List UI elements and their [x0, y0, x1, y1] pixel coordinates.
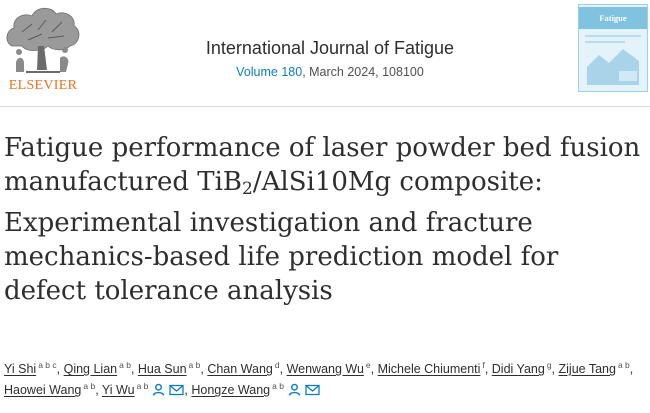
- author-item: Didi Yang g,: [491, 360, 559, 376]
- affiliation-marker[interactable]: d: [274, 360, 280, 370]
- author-name-link[interactable]: Hongze Wang: [191, 383, 271, 397]
- affiliation-marker[interactable]: a b: [136, 381, 149, 391]
- author-name-link[interactable]: Zijue Tang: [558, 362, 616, 376]
- email-icon[interactable]: [305, 382, 320, 403]
- header-divider: [0, 106, 650, 107]
- author-name-link[interactable]: Haowei Wang: [4, 383, 82, 397]
- elsevier-logo[interactable]: ELSEVIER: [2, 2, 82, 98]
- author-list: Yi Shi a b c, Qing Lian a b, Hua Sun a b, C…: [4, 359, 648, 403]
- journal-header: International Journal of Fatigue Volume …: [120, 38, 540, 79]
- affiliation-marker[interactable]: a b: [188, 360, 201, 370]
- author-name-link[interactable]: Yi Wu: [101, 383, 135, 397]
- affiliation-marker[interactable]: e: [365, 360, 371, 370]
- journal-cover-thumbnail[interactable]: Fatigue: [578, 4, 648, 92]
- volume-link[interactable]: Volume 180: [236, 65, 303, 79]
- author-item: Michele Chiumenti f,: [377, 360, 492, 376]
- publisher-wordmark: ELSEVIER: [8, 78, 78, 93]
- author-name-link[interactable]: Michele Chiumenti: [377, 362, 481, 376]
- elsevier-tree-icon: [2, 2, 82, 78]
- affiliation-marker[interactable]: a b: [272, 381, 284, 391]
- author-name-link[interactable]: Chan Wang: [207, 362, 273, 376]
- affiliation-marker[interactable]: a b: [83, 381, 96, 391]
- title-subscript: 2: [242, 179, 253, 199]
- author-item: Yi Wu a b,: [101, 381, 191, 397]
- author-item: Hua Sun a b,: [137, 360, 208, 376]
- author-profile-icon[interactable]: [288, 382, 301, 403]
- affiliation-marker[interactable]: g: [546, 360, 552, 370]
- affiliation-marker[interactable]: f: [482, 360, 485, 370]
- author-name-link[interactable]: Wenwang Wu: [286, 362, 364, 376]
- author-name-link[interactable]: Didi Yang: [491, 362, 545, 376]
- author-item: Haowei Wang a b,: [4, 381, 102, 397]
- affiliation-marker[interactable]: a b: [119, 360, 131, 370]
- author-item: Qing Lian a b,: [63, 360, 138, 376]
- author-name-link[interactable]: Hua Sun: [137, 362, 187, 376]
- affiliation-marker[interactable]: a b: [617, 360, 630, 370]
- author-item: Yi Shi a b c,: [4, 360, 64, 376]
- author-item: Hongze Wang a b: [191, 381, 320, 397]
- issue-details: , March 2024, 108100: [302, 65, 424, 79]
- author-item: Zijue Tang a b,: [558, 360, 634, 376]
- journal-name-link[interactable]: International Journal of Fatigue: [205, 38, 455, 58]
- email-icon[interactable]: [169, 382, 185, 403]
- author-name-link[interactable]: Qing Lian: [63, 362, 118, 376]
- affiliation-marker[interactable]: a b c: [38, 360, 57, 370]
- cover-art-icon: [579, 5, 647, 91]
- author-name-link[interactable]: Yi Shi: [4, 362, 37, 376]
- author-item: Chan Wang d,: [207, 360, 287, 376]
- author-item: Wenwang Wu e,: [286, 360, 378, 376]
- author-profile-icon[interactable]: [152, 382, 165, 403]
- cover-journal-title: Fatigue: [599, 13, 627, 23]
- issue-line: Volume 180, March 2024, 108100: [120, 65, 540, 79]
- article-title: Fatigue performance of laser powder bed …: [4, 133, 641, 306]
